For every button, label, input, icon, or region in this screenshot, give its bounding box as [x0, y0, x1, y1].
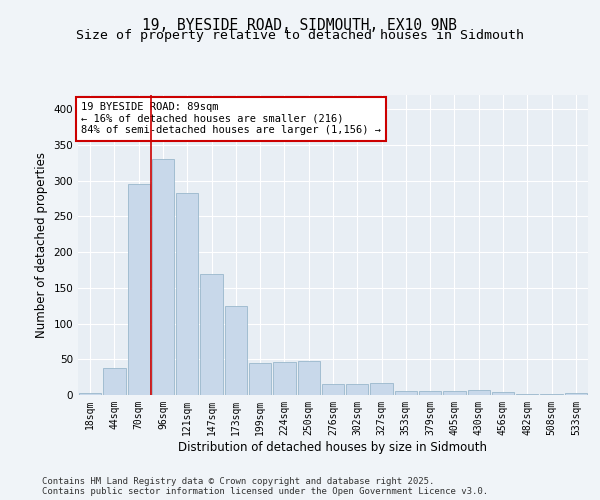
Bar — [541, 394, 563, 395]
Bar — [200, 274, 223, 395]
Text: 19, BYESIDE ROAD, SIDMOUTH, EX10 9NB: 19, BYESIDE ROAD, SIDMOUTH, EX10 9NB — [143, 18, 458, 33]
Bar — [176, 193, 199, 395]
Bar — [322, 384, 344, 395]
Bar — [395, 392, 417, 395]
Bar — [443, 392, 466, 395]
Bar — [370, 383, 393, 395]
Bar — [467, 390, 490, 395]
Bar — [103, 368, 125, 395]
Bar — [273, 362, 296, 395]
Bar — [516, 394, 538, 395]
Text: Contains HM Land Registry data © Crown copyright and database right 2025.
Contai: Contains HM Land Registry data © Crown c… — [42, 476, 488, 496]
Bar — [128, 184, 150, 395]
Bar — [419, 390, 442, 395]
Bar — [224, 306, 247, 395]
X-axis label: Distribution of detached houses by size in Sidmouth: Distribution of detached houses by size … — [179, 440, 487, 454]
Bar — [565, 393, 587, 395]
Bar — [298, 360, 320, 395]
Bar — [79, 393, 101, 395]
Bar — [492, 392, 514, 395]
Bar — [249, 363, 271, 395]
Bar — [152, 160, 174, 395]
Text: 19 BYESIDE ROAD: 89sqm
← 16% of detached houses are smaller (216)
84% of semi-de: 19 BYESIDE ROAD: 89sqm ← 16% of detached… — [81, 102, 381, 136]
Text: Size of property relative to detached houses in Sidmouth: Size of property relative to detached ho… — [76, 29, 524, 42]
Bar — [346, 384, 368, 395]
Y-axis label: Number of detached properties: Number of detached properties — [35, 152, 48, 338]
